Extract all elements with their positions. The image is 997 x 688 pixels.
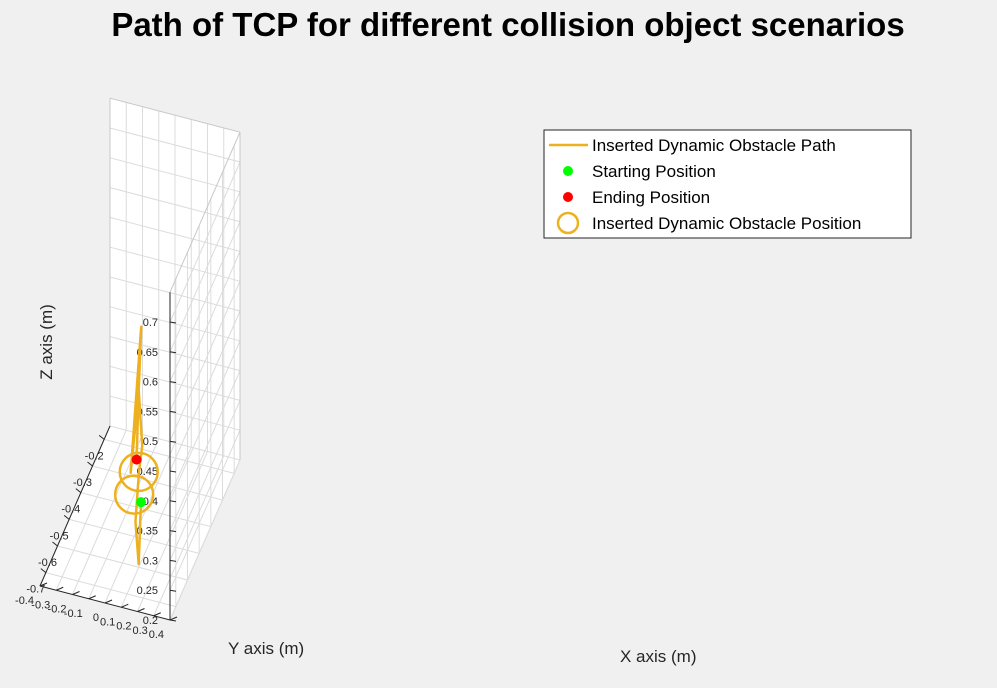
y-axis-label: Y axis (m) xyxy=(228,639,304,658)
z-tick-mark xyxy=(169,440,177,443)
legend-entry-label: Inserted Dynamic Obstacle Path xyxy=(592,136,836,155)
y-tick-label: -0.2 xyxy=(48,604,67,616)
z-tick-mark xyxy=(169,530,177,533)
z-tick-mark xyxy=(169,619,177,622)
y-tick-mark xyxy=(104,599,113,604)
y-tick-mark xyxy=(153,612,161,617)
legend-circle-swatch xyxy=(556,211,580,235)
y-tick-label: 0.3 xyxy=(132,625,147,637)
z-tick-mark xyxy=(169,381,177,384)
obstacle-position-marker xyxy=(113,474,155,515)
grid-line xyxy=(109,306,241,342)
grid-line xyxy=(109,365,241,401)
box-edge xyxy=(109,97,241,133)
legend-dot-swatch xyxy=(563,166,573,176)
end-point-marker xyxy=(131,454,142,465)
x-tick-label: -0.7 xyxy=(26,584,45,596)
axes-grid xyxy=(39,97,241,621)
x-tick-label: -0.5 xyxy=(50,530,69,542)
grid-line xyxy=(55,430,127,591)
z-tick-label: 0.35 xyxy=(137,526,158,538)
grid-line xyxy=(109,157,241,193)
legend-box xyxy=(543,129,912,239)
z-tick-mark xyxy=(169,470,177,473)
grid-line xyxy=(109,187,241,223)
grid-line xyxy=(109,276,241,312)
grid-line xyxy=(88,438,160,599)
y-tick-mark xyxy=(39,582,48,587)
z-axis-label: Z axis (m) xyxy=(37,304,56,380)
z-tick-label: 0.45 xyxy=(137,466,158,478)
x-tick-label: -0.4 xyxy=(61,504,80,516)
x-tick-mark xyxy=(75,488,82,494)
y-tick-label: 0.2 xyxy=(116,621,131,633)
x-tick-mark xyxy=(63,514,70,520)
z-tick-mark xyxy=(169,559,177,562)
x-tick-mark xyxy=(98,434,105,440)
z-tick-label: 0.4 xyxy=(143,496,158,508)
box-edge xyxy=(169,131,241,293)
grid-line xyxy=(153,455,225,616)
x-tick-mark xyxy=(52,541,58,547)
grid-line xyxy=(109,246,241,282)
obstacle-path-line xyxy=(129,325,144,566)
y-tick-mark xyxy=(121,603,129,608)
x-tick-label: -0.6 xyxy=(38,557,57,569)
start-point-marker xyxy=(136,497,146,508)
obstacle-position-marker xyxy=(118,451,159,493)
axes-box xyxy=(39,292,178,622)
z-tick-label: 0.55 xyxy=(137,406,158,418)
grid-line xyxy=(109,216,241,252)
grid-line xyxy=(120,447,192,608)
z-tick-label: 0.5 xyxy=(143,436,158,448)
z-tick-label: 0.6 xyxy=(143,377,158,389)
legend-entry-label: Starting Position xyxy=(592,162,716,181)
grid-line xyxy=(109,425,241,461)
x-tick-mark xyxy=(40,568,47,574)
z-tick-label: 0.65 xyxy=(137,347,158,359)
y-tick-label: 0.1 xyxy=(100,616,115,628)
legend-dot-swatch xyxy=(563,192,573,202)
plot-series xyxy=(113,325,159,566)
z-tick-label: 0.2 xyxy=(143,615,158,627)
z-tick-mark xyxy=(169,589,177,592)
y-tick-label: -0.3 xyxy=(31,599,50,611)
y-tick-label: 0 xyxy=(93,612,99,624)
y-tick-label: 0.4 xyxy=(149,629,164,641)
z-tick-mark xyxy=(169,351,177,354)
grid-line xyxy=(169,459,241,621)
x-axis-line xyxy=(39,425,111,587)
x-tick-label: -0.2 xyxy=(85,450,104,462)
y-tick-label: -0.1 xyxy=(64,608,83,620)
y-tick-mark xyxy=(72,591,80,595)
y-tick-mark xyxy=(88,595,96,600)
z-tick-mark xyxy=(169,321,177,324)
y-tick-label: -0.4 xyxy=(15,595,34,607)
grid-line xyxy=(109,395,241,431)
grid-line xyxy=(109,336,241,372)
x-tick-mark xyxy=(87,461,93,467)
x-axis-label: X axis (m) xyxy=(620,647,697,666)
chart-title: Path of TCP for different collision obje… xyxy=(111,6,904,43)
z-tick-mark xyxy=(169,500,177,503)
legend-entry-label: Inserted Dynamic Obstacle Position xyxy=(592,214,861,233)
legend: Inserted Dynamic Obstacle Path Starting P… xyxy=(543,129,912,239)
z-tick-label: 0.7 xyxy=(143,317,158,329)
z-tick-mark xyxy=(169,410,177,413)
z-tick-label: 0.25 xyxy=(137,585,158,597)
grid-line xyxy=(109,127,241,163)
y-tick-mark xyxy=(169,616,178,621)
x-tick-label: -0.3 xyxy=(73,477,92,489)
legend-entry-label: Ending Position xyxy=(592,188,710,207)
tick-labels: 0.2 0.25 0.3 0.35 0.4 0.45 0.5 0.55 0.6 0.65 0.7 -0… xyxy=(15,317,164,641)
y-tick-mark xyxy=(56,586,64,591)
z-tick-label: 0.3 xyxy=(143,555,158,567)
y-tick-mark xyxy=(137,608,145,612)
